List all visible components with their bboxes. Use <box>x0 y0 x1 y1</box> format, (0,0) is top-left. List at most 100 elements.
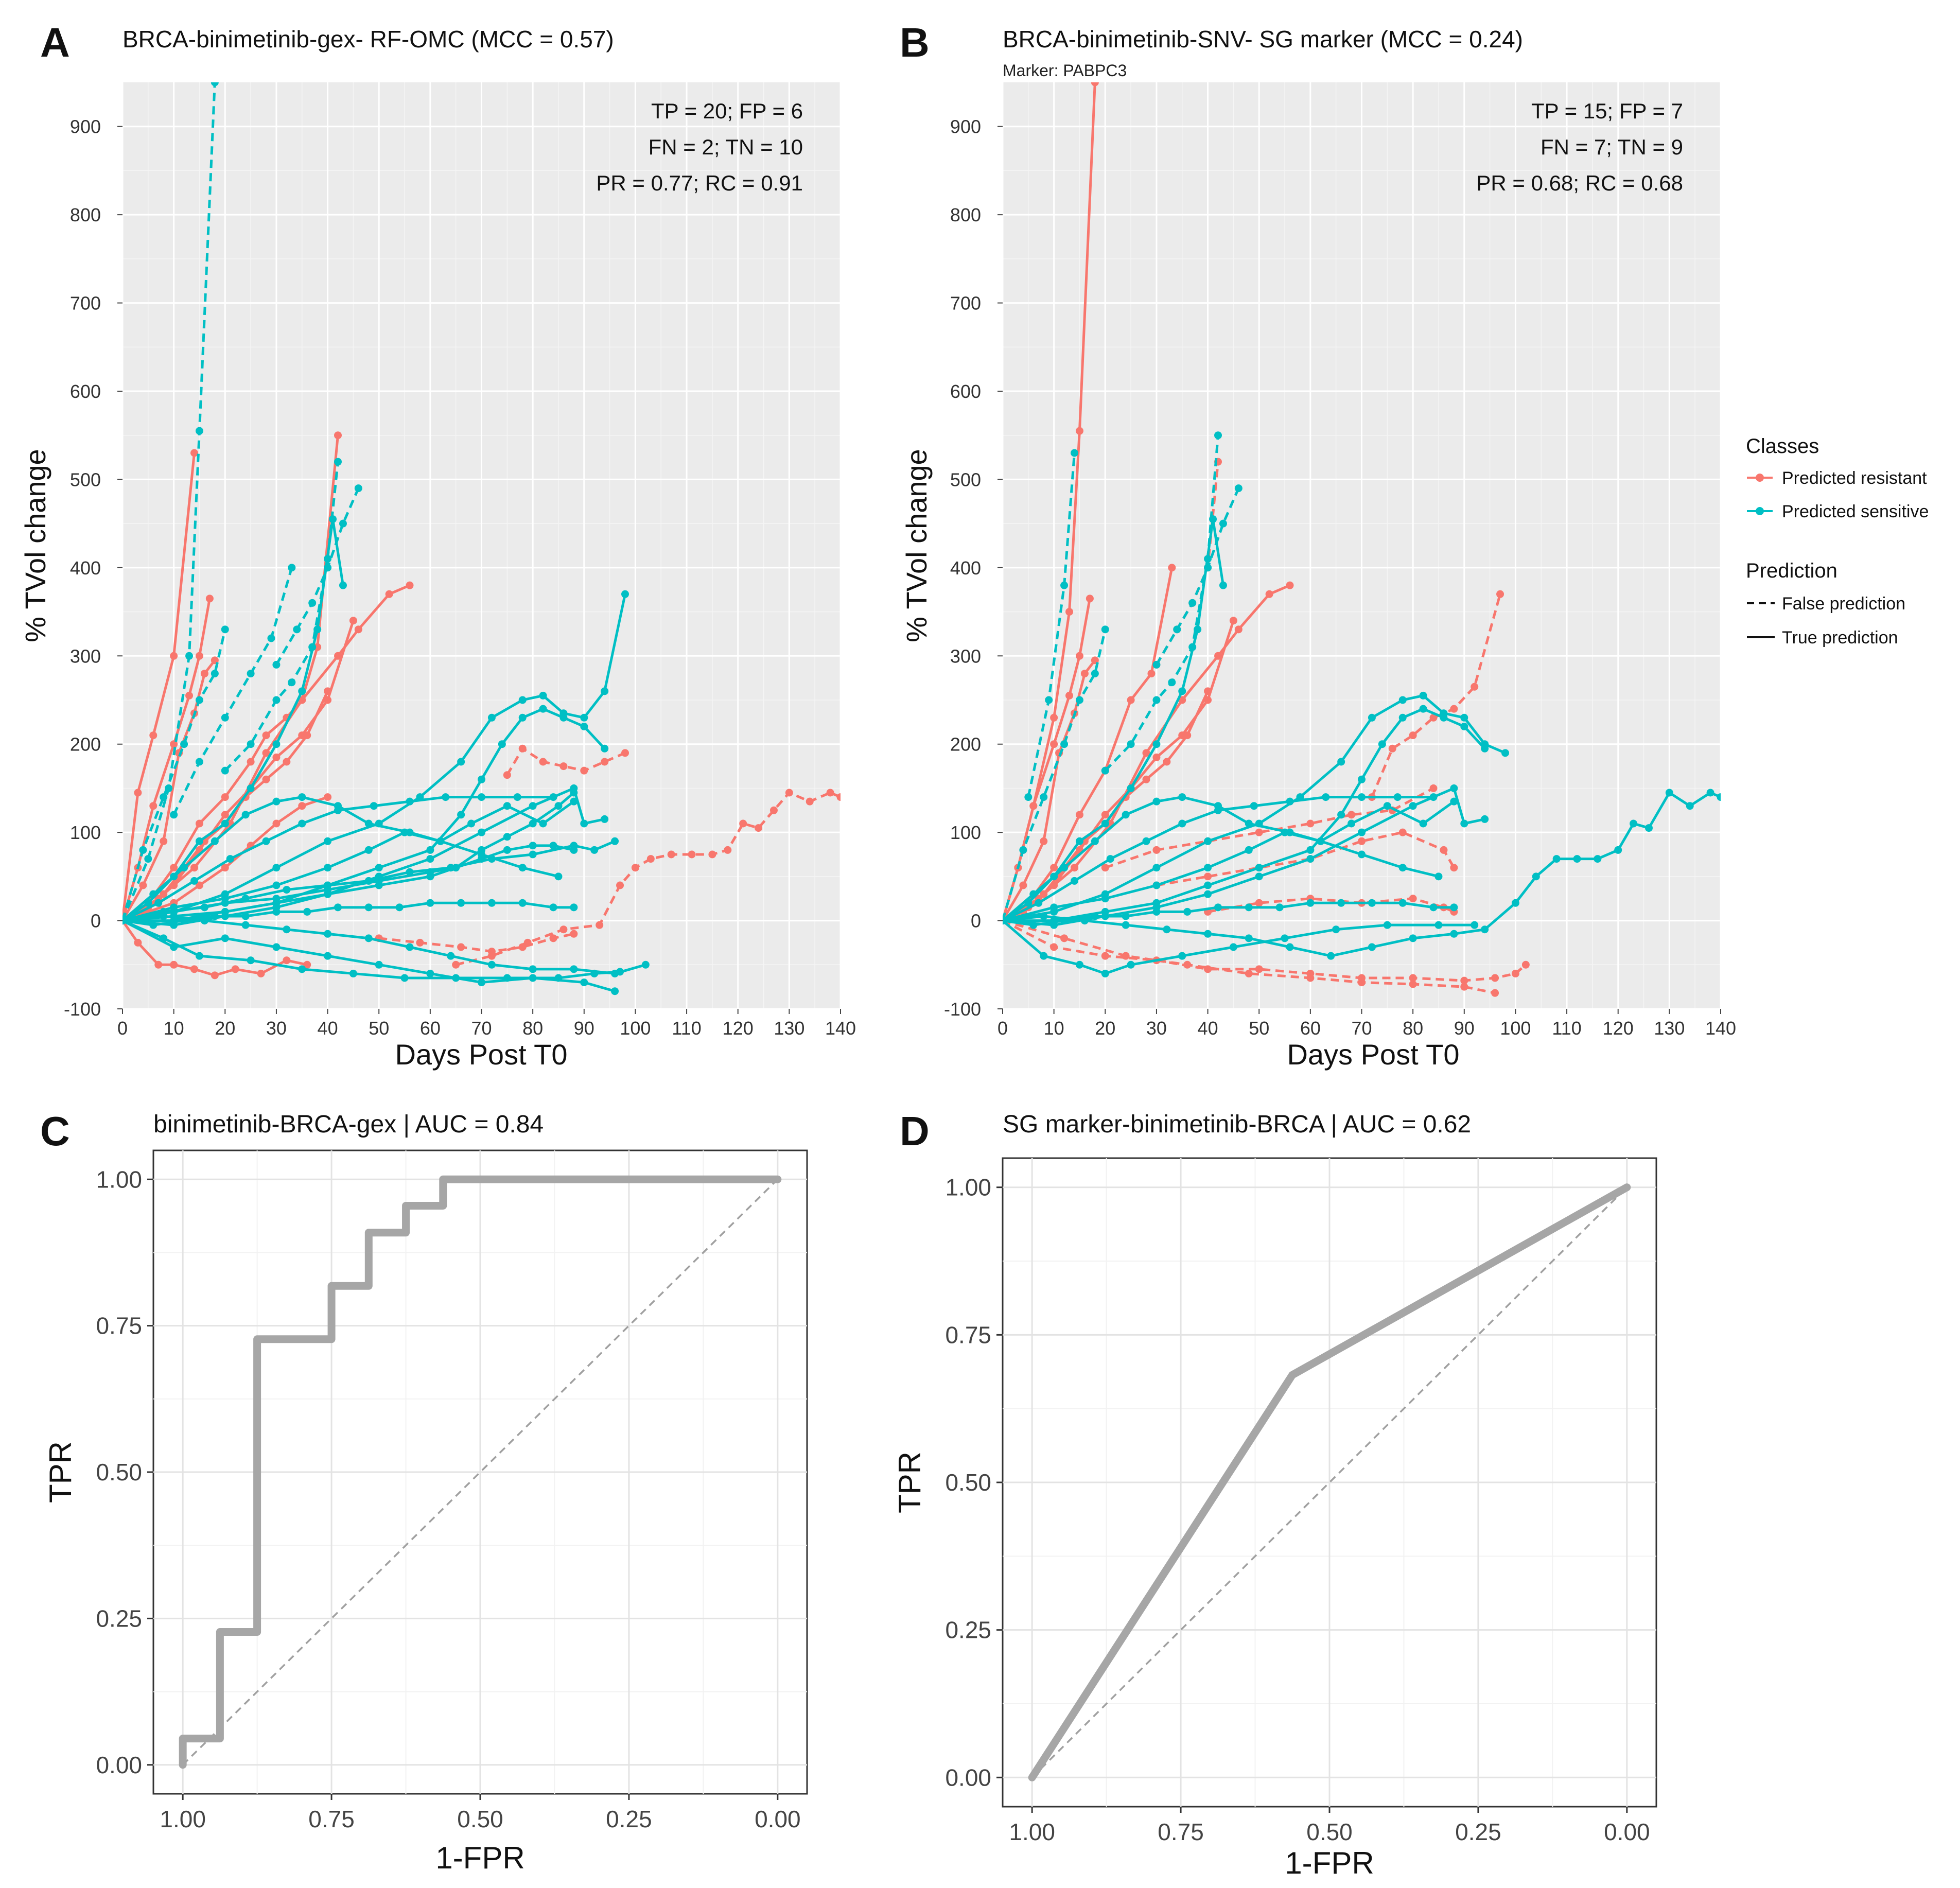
panel-letter-d: D <box>900 1108 930 1154</box>
series-point-resistant <box>303 731 311 740</box>
series-point-sensitive <box>241 912 250 920</box>
series-point-sensitive <box>529 819 537 828</box>
series-point-sensitive <box>1409 802 1417 810</box>
series-point-resistant <box>195 819 203 828</box>
series-point-resistant <box>688 850 696 859</box>
series-point-sensitive <box>1040 912 1048 920</box>
panel-b-y-label: % TVol change <box>900 449 933 642</box>
series-point-resistant <box>149 802 157 810</box>
series-point-sensitive <box>1398 864 1407 872</box>
series-point-resistant <box>231 965 239 973</box>
series-point-sensitive <box>211 670 219 678</box>
series-point-resistant <box>1409 731 1417 740</box>
x-tick-label: 1.00 <box>1009 1819 1055 1845</box>
series-point-resistant <box>1019 881 1027 889</box>
series-point-sensitive <box>241 895 250 903</box>
series-point-resistant <box>503 771 511 779</box>
y-tick-label: 1.00 <box>945 1174 991 1201</box>
series-point-sensitive <box>1368 713 1376 722</box>
series-point-sensitive <box>1245 846 1253 854</box>
x-tick-label: 0.00 <box>1604 1819 1650 1845</box>
series-point-sensitive <box>1717 793 1721 801</box>
x-tick-label: 0.75 <box>1158 1819 1204 1845</box>
series-point-sensitive <box>1383 921 1391 929</box>
series-point-sensitive <box>190 877 198 885</box>
y-tick-label: 0.50 <box>96 1459 142 1485</box>
series-point-sensitive <box>334 458 342 466</box>
series-point-sensitive <box>1060 917 1069 925</box>
panel-b-annotation-1: TP = 15; FP = 7 <box>1531 99 1683 123</box>
series-point-resistant <box>1471 683 1479 691</box>
series-point-sensitive <box>570 903 578 912</box>
series-point-sensitive <box>611 837 619 845</box>
y-tick-label: 600 <box>70 381 101 402</box>
series-line-sensitive <box>122 919 620 980</box>
x-tick-label: 0 <box>117 1018 128 1039</box>
series-line-resistant <box>1156 831 1456 887</box>
series-point-resistant <box>262 775 270 783</box>
series-point-resistant <box>1358 978 1366 987</box>
series-point-resistant <box>1060 934 1069 942</box>
series-point-sensitive <box>457 811 465 819</box>
series-point-resistant <box>1521 960 1530 969</box>
series-point-sensitive <box>226 855 234 863</box>
series-point-sensitive <box>1460 722 1468 730</box>
series-point-sensitive <box>364 877 373 885</box>
series-point-sensitive <box>487 899 496 907</box>
panel-a-annotation-3: PR = 0.77; RC = 0.91 <box>596 171 803 195</box>
series-point-resistant <box>1347 811 1356 819</box>
series-point-sensitive <box>283 925 291 934</box>
series-point-sensitive <box>1152 660 1161 669</box>
series-point-sensitive <box>1429 793 1438 801</box>
series-point-sensitive <box>1060 864 1069 872</box>
series-point-sensitive <box>1322 793 1330 801</box>
series-point-sensitive <box>457 758 465 766</box>
series-point-sensitive <box>1029 921 1038 929</box>
series-point-sensitive <box>487 855 496 863</box>
series-point-sensitive <box>370 802 378 810</box>
x-tick-label: 30 <box>266 1018 287 1039</box>
series-point-sensitive <box>1306 846 1315 854</box>
series-point-resistant <box>518 744 527 753</box>
series-point-sensitive <box>436 837 445 845</box>
series-point-resistant <box>1075 427 1083 435</box>
series-point-sensitive <box>339 581 347 589</box>
x-tick-label: 130 <box>1654 1018 1685 1039</box>
panel-b-annotation-3: PR = 0.68; RC = 0.68 <box>1476 171 1683 195</box>
x-tick-label: 0 <box>997 1018 1008 1039</box>
series-point-sensitive <box>298 793 306 801</box>
x-tick-label: 70 <box>471 1018 492 1039</box>
panel-a-y-ticks: -100 0 100 200 300 400 500 600 700 800 900 <box>64 116 122 1020</box>
series-point-sensitive <box>195 758 203 766</box>
series-point-sensitive <box>1378 740 1386 748</box>
series-point-sensitive <box>364 846 373 854</box>
series-point-sensitive <box>1127 740 1135 748</box>
y-tick-label: -100 <box>64 999 101 1020</box>
series-point-sensitive <box>211 837 219 845</box>
series-point-resistant <box>1255 828 1263 836</box>
series-point-sensitive <box>1552 855 1561 863</box>
series-point-sensitive <box>601 744 609 753</box>
series-point-sensitive <box>1071 449 1078 457</box>
series-point-resistant <box>1183 960 1192 969</box>
y-tick-label: 0.25 <box>945 1617 991 1644</box>
series-point-sensitive <box>518 696 527 704</box>
series-point-resistant <box>247 758 255 766</box>
panel-d-diagonal <box>1031 1186 1628 1778</box>
panel-d-grid <box>1003 1158 1656 1807</box>
y-tick-label: 700 <box>950 293 981 314</box>
series-point-resistant <box>272 753 281 761</box>
series-point-sensitive <box>1398 696 1407 704</box>
series-point-sensitive <box>518 864 527 872</box>
series-point-resistant <box>190 449 198 457</box>
series-point-sensitive <box>549 842 557 850</box>
series-point-resistant <box>349 617 357 625</box>
series-point-sensitive <box>1471 921 1479 929</box>
series-point-resistant <box>139 881 147 889</box>
series-point-sensitive <box>554 872 563 881</box>
series-point-sensitive <box>221 713 229 722</box>
series-point-sensitive <box>283 886 291 894</box>
x-tick-label: 0.75 <box>308 1806 355 1832</box>
series-point-sensitive <box>539 705 547 713</box>
series-point-sensitive <box>267 634 275 642</box>
